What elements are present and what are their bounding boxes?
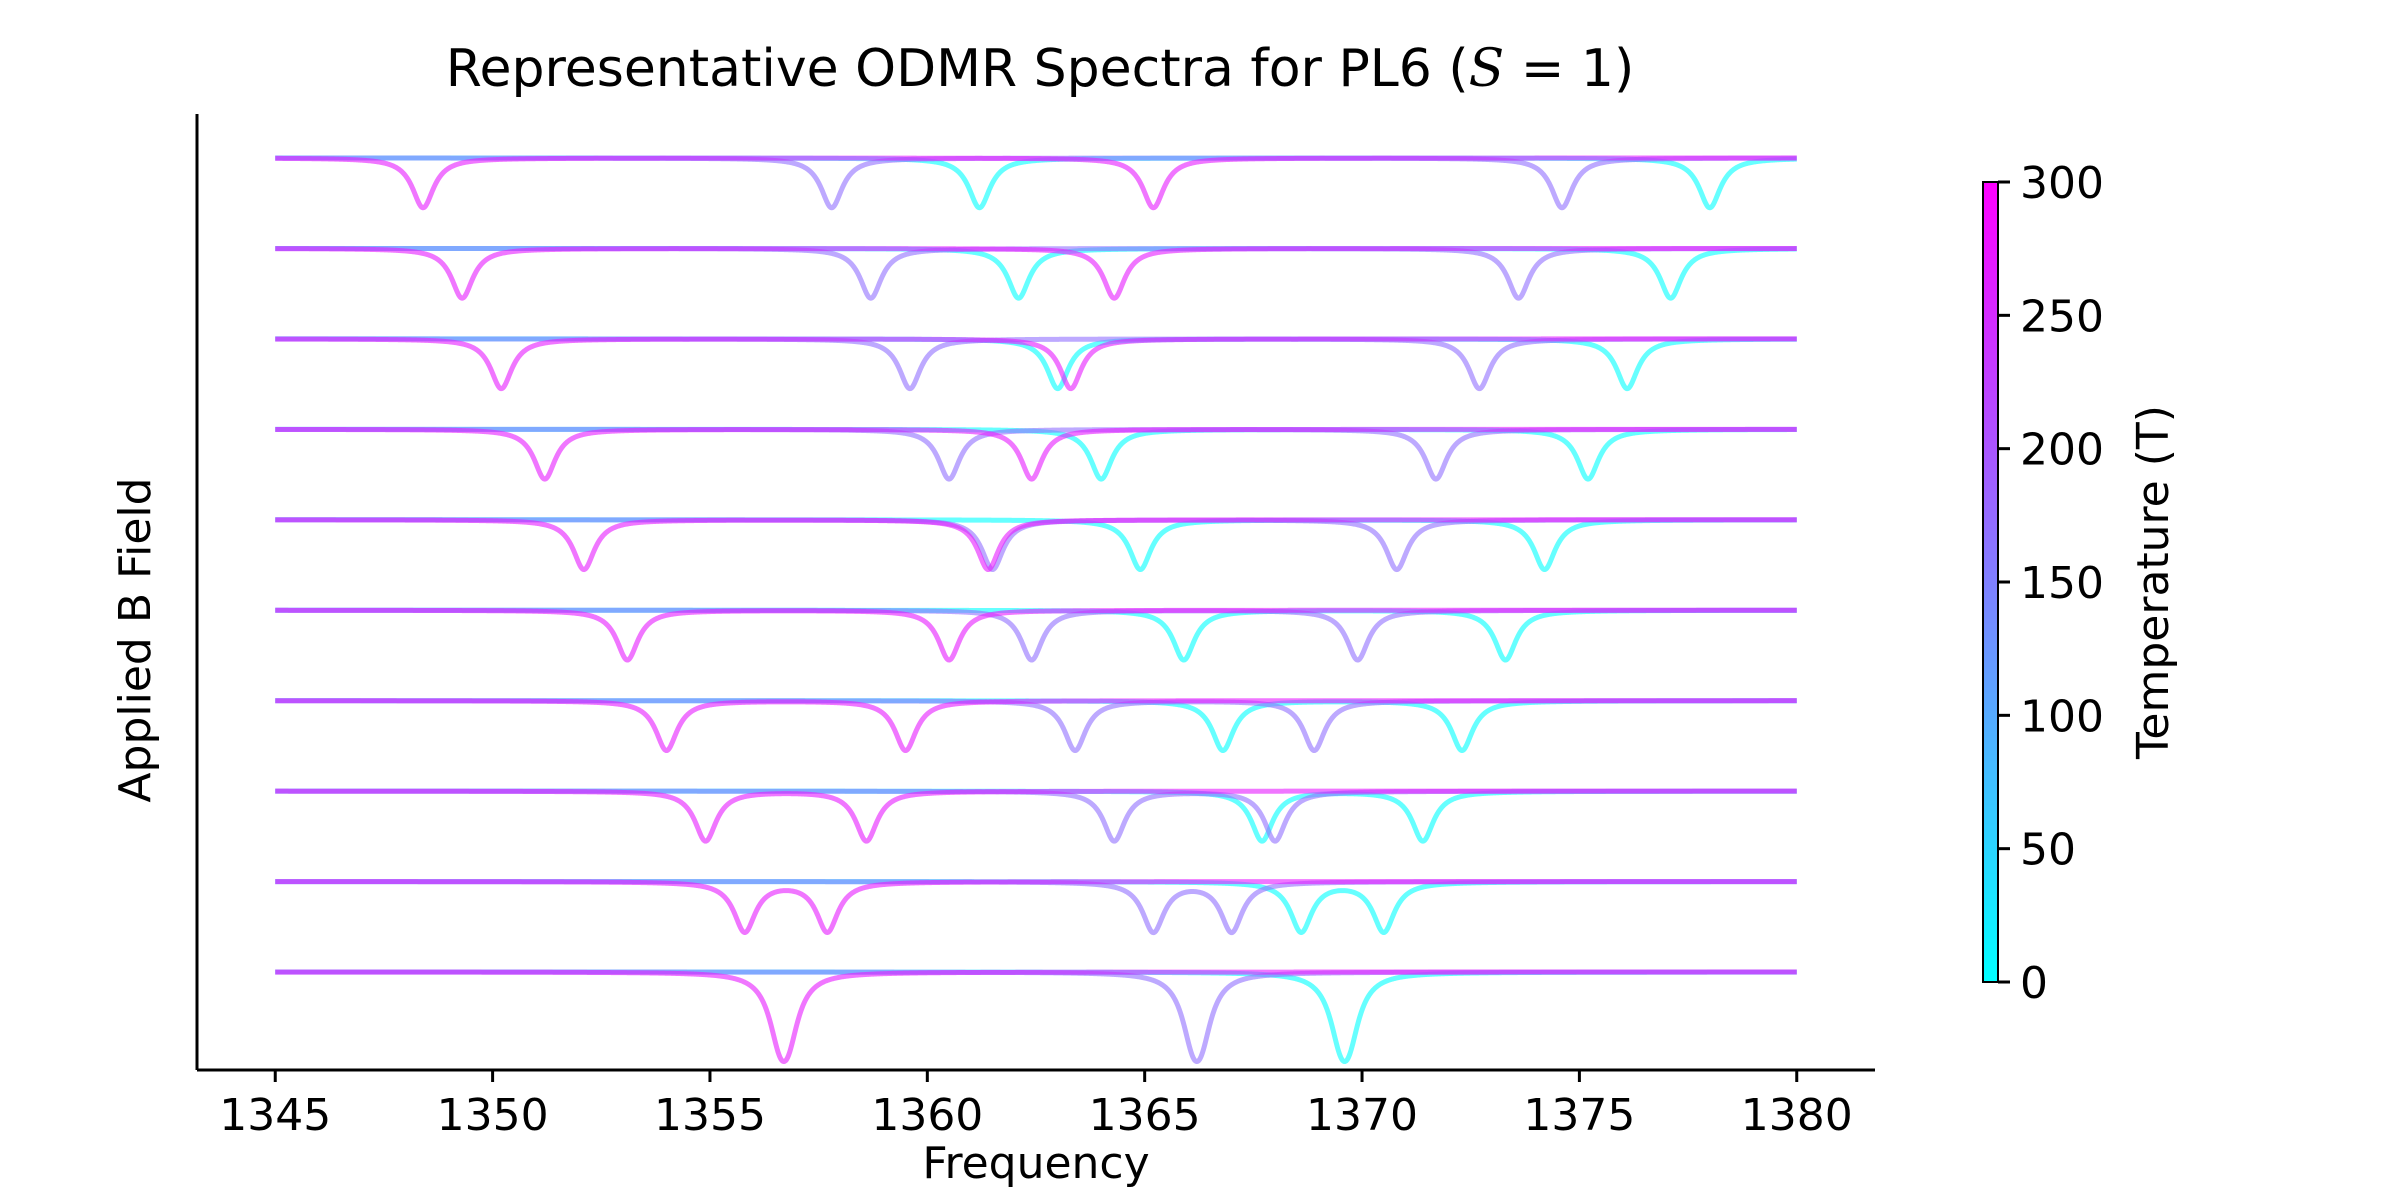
spectrum-trace-3-t270	[273, 698, 1799, 754]
x-tick-label: 1365	[1089, 1090, 1201, 1141]
x-tick-label: 1375	[1523, 1090, 1635, 1141]
x-tick-label: 1370	[1306, 1090, 1418, 1141]
spectrum-trace-7-t270	[273, 336, 1799, 392]
spectrum-trace-0-t0	[273, 969, 1799, 1065]
spectrum-trace-2-t270	[273, 788, 1799, 844]
spectrum-trace-1-t170	[273, 879, 1799, 936]
spectrum-trace-1-t270	[273, 879, 1799, 936]
spectrum-trace-4-t270	[273, 607, 1799, 663]
x-tick-label: 1345	[219, 1090, 331, 1141]
x-tick-label: 1380	[1741, 1090, 1853, 1141]
plot-area: 1345 1350 1355 1360 1365 1370 1375 1380	[195, 114, 1875, 1141]
spectrum-trace-4-t170	[273, 607, 1799, 663]
x-tick-label: 1355	[654, 1090, 766, 1141]
colorbar-tick-label: 50	[2020, 825, 2076, 876]
colorbar-tick-label: 300	[2020, 158, 2104, 209]
spectrum-trace-9-t270	[273, 155, 1799, 211]
spectrum-trace-0-t170	[273, 969, 1799, 1065]
spectrum-trace-8-t170	[273, 245, 1799, 301]
colorbar-tick-label: 0	[2020, 958, 2048, 1009]
y-axis-label: Applied B Field	[110, 477, 161, 802]
x-tick-label: 1360	[871, 1090, 983, 1141]
colorbar-tick-label: 250	[2020, 291, 2104, 342]
colorbar-ticks: 0 50 100 150 200 250 300	[1998, 158, 2104, 1009]
colorbar-tick-label: 200	[2020, 425, 2104, 476]
x-axis-label: Frequency	[922, 1138, 1149, 1189]
spectrum-trace-8-t0	[273, 245, 1799, 301]
spectrum-trace-2-t0	[273, 788, 1799, 844]
spectrum-trace-0-t270	[273, 969, 1799, 1065]
spectrum-trace-2-t170	[273, 788, 1799, 844]
spectrum-trace-6-t270	[273, 426, 1799, 482]
spectrum-trace-5-t0	[273, 517, 1799, 573]
spectrum-trace-5-t170	[273, 517, 1799, 573]
spectrum-trace-5-t270	[273, 517, 1799, 573]
temperature-colorbar: 0 50 100 150 200 250 300 Temperature (T)	[1982, 158, 2179, 1009]
spectrum-trace-3-t170	[273, 698, 1799, 754]
spectrum-trace-8-t270	[273, 245, 1799, 301]
spectrum-trace-9-t170	[273, 155, 1799, 211]
colorbar-tick-label: 150	[2020, 558, 2104, 609]
colorbar-label: Temperature (T)	[2128, 405, 2179, 760]
spectrum-trace-1-t0	[273, 879, 1799, 935]
spectra-traces	[273, 155, 1799, 1065]
x-ticks: 1345 1350 1355 1360 1365 1370 1375 1380	[219, 1070, 1853, 1141]
chart-title: Representative ODMR Spectra for PL6 (S =…	[446, 39, 1635, 99]
x-tick-label: 1350	[437, 1090, 549, 1141]
colorbar-gradient	[1982, 181, 1999, 983]
colorbar-tick-label: 100	[2020, 691, 2104, 742]
